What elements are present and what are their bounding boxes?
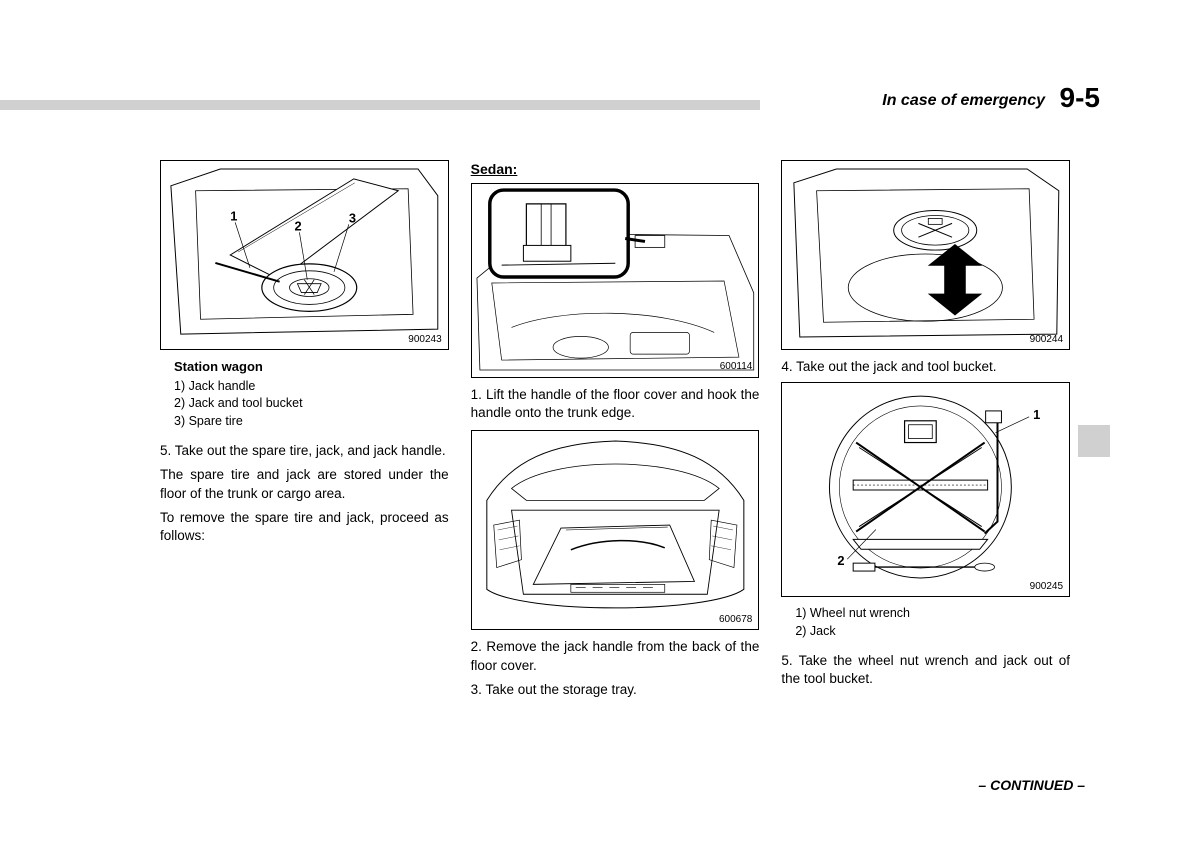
figure-900243: 1 2 3 900243 [160,160,449,350]
column-1: 1 2 3 900243 Station wagon 1) Jack handl… [160,160,449,705]
column-3: 900244 4. Take out the jack and tool buc… [781,160,1070,705]
header-section: In case of emergency [882,92,1045,110]
figure-900245: 1 2 900245 [781,382,1070,597]
section-label: Sedan: [471,160,760,179]
body-text: 2. Remove the jack handle from the back … [471,638,760,674]
caption-item: 1) Wheel nut wrench [795,605,1070,622]
column-2: Sedan: 600114 [471,160,760,705]
content-columns: 1 2 3 900243 Station wagon 1) Jack handl… [160,160,1070,705]
svg-text:2: 2 [838,553,845,568]
caption-item: 2) Jack [795,623,1070,640]
body-text: 5. Take the wheel nut wrench and jack ou… [781,652,1070,688]
svg-text:3: 3 [349,210,356,225]
caption-item: 1) Jack handle [174,378,449,395]
body-text: 4. Take out the jack and tool bucket. [781,358,1070,376]
body-text: The spare tire and jack are stored under… [160,466,449,502]
figure-600678: 600678 [471,430,760,630]
page-number: 9-5 [1060,82,1100,114]
figure-600114: 600114 [471,183,760,378]
svg-text:1: 1 [230,208,237,223]
figure-id: 900244 [1030,333,1063,347]
figure-900244: 900244 [781,160,1070,350]
svg-text:2: 2 [294,218,301,233]
figure-id: 900245 [1030,580,1063,594]
side-tab [1078,425,1110,457]
body-text: 5. Take out the spare tire, jack, and ja… [160,442,449,460]
figure-id: 900243 [408,333,441,347]
caption-list: 1) Wheel nut wrench 2) Jack [795,605,1070,640]
caption-item: 2) Jack and tool bucket [174,395,449,412]
svg-text:1: 1 [1033,407,1040,422]
header-rule [0,100,760,110]
figure-id: 600678 [719,613,752,627]
caption-item: 3) Spare tire [174,413,449,430]
caption-title: Station wagon [174,358,449,376]
body-text: 3. Take out the storage tray. [471,681,760,699]
body-text: To remove the spare tire and jack, proce… [160,509,449,545]
figure-id: 600114 [720,360,753,374]
caption-list: 1) Jack handle 2) Jack and tool bucket 3… [174,378,449,431]
continued-label: – CONTINUED – [978,777,1085,793]
body-text: 1. Lift the handle of the floor cover an… [471,386,760,422]
